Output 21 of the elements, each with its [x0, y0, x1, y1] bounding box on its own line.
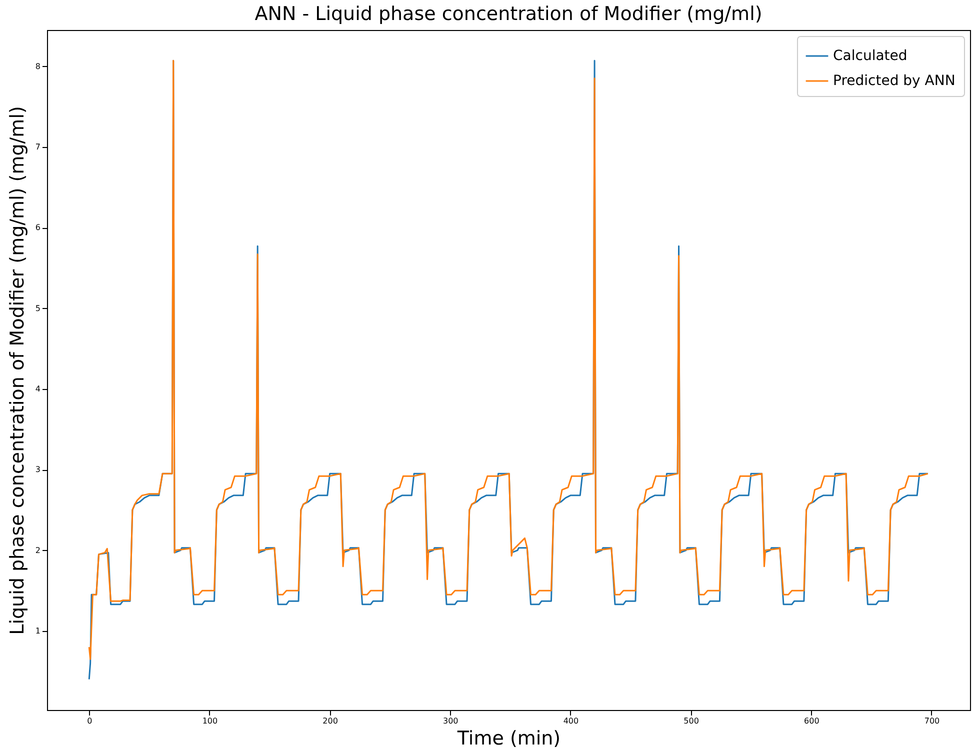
- y-tick-label: 1: [35, 626, 40, 636]
- y-tick-label: 5: [35, 304, 40, 313]
- x-tick-label: 0: [87, 716, 92, 726]
- y-tick-label: 6: [35, 223, 40, 232]
- x-tick-label: 500: [684, 716, 699, 726]
- x-tick-label: 200: [322, 716, 338, 726]
- x-tick-label: 700: [924, 716, 940, 726]
- x-tick-label: 400: [563, 716, 579, 726]
- y-tick-label: 3: [35, 465, 40, 474]
- x-axis-title: Time (min): [456, 728, 561, 749]
- chart-title: ANN - Liquid phase concentration of Modifier (mg/ml): [254, 3, 762, 25]
- y-tick-label: 7: [35, 142, 40, 152]
- y-tick-label: 8: [35, 62, 40, 71]
- x-tick-label: 300: [442, 716, 458, 726]
- y-axis-title: Liquid phase concentration of Modifier (mg/ml) (mg/ml): [6, 106, 28, 635]
- legend-label: Predicted by ANN: [833, 73, 956, 89]
- y-tick-label: 2: [35, 546, 40, 555]
- x-tick-label: 600: [804, 716, 820, 726]
- y-tick-label: 4: [35, 384, 40, 394]
- x-tick-label: 100: [202, 716, 218, 726]
- legend-label: Calculated: [833, 48, 908, 64]
